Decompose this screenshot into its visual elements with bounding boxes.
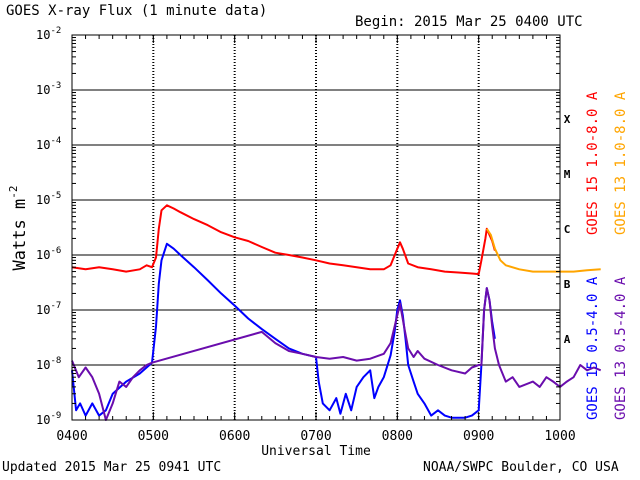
- y-tick-label: 10-5: [36, 191, 61, 207]
- y-tick-label: 10-4: [36, 136, 61, 152]
- y-tick-label: 10-3: [36, 81, 61, 97]
- y-axis-title-main: Watts m: [10, 199, 30, 271]
- x-tick-label: 0800: [382, 429, 413, 444]
- flare-class-label-b: B: [564, 278, 571, 291]
- legend-entry-2: GOES 13 1.0-8.0 A: [613, 91, 629, 235]
- y-axis-title: Watts m-2: [7, 186, 30, 271]
- series-line-1: [71, 204, 496, 276]
- y-tick-label: 10-2: [36, 26, 61, 42]
- updated-timestamp: Updated 2015 Mar 25 0941 UTC: [2, 460, 222, 475]
- source-credit: NOAA/SWPC Boulder, CO USA: [423, 460, 619, 475]
- flare-class-label-m: M: [564, 168, 571, 181]
- flare-class-label-c: C: [564, 223, 571, 236]
- legend-entry-4: GOES 13 0.5-4.0 A: [613, 276, 629, 420]
- chart-title: GOES X-ray Flux (1 minute data): [6, 3, 268, 19]
- flare-class-labels: A B C M X: [564, 113, 571, 346]
- x-tick-label: 0400: [56, 429, 87, 444]
- y-tick-label: 10-7: [36, 301, 61, 317]
- series-line-4: [71, 287, 602, 421]
- y-axis-title-exp: -2: [7, 186, 20, 199]
- legend: GOES 15 1.0-8.0 A GOES 13 1.0-8.0 A GOES 1…: [585, 91, 629, 420]
- begin-timestamp: Begin: 2015 Mar 25 0400 UTC: [355, 14, 583, 30]
- legend-entry-1: GOES 15 1.0-8.0 A: [585, 91, 601, 235]
- x-tick-label: 0500: [138, 429, 169, 444]
- x-axis-ticks: 0400 0500 0600 0700 0800 0900 1000: [56, 35, 576, 444]
- x-tick-label: 0700: [300, 429, 331, 444]
- y-tick-label: 10-6: [36, 246, 61, 262]
- y-tick-label: 10-9: [36, 411, 61, 427]
- flare-class-label-x: X: [564, 113, 571, 126]
- flare-class-label-a: A: [564, 333, 571, 346]
- y-tick-label: 10-8: [36, 356, 61, 372]
- series-line-2: [485, 228, 601, 273]
- x-axis-title: Universal Time: [261, 444, 371, 459]
- x-tick-label: 1000: [544, 429, 575, 444]
- x-tick-label: 0900: [463, 429, 494, 444]
- series-line-3: [71, 242, 496, 419]
- y-axis-ticks: 10-9 10-8 10-7 10-6 10-5 10-4 10-3 10-2: [36, 26, 560, 427]
- legend-entry-3: GOES 15 0.5-4.0 A: [585, 276, 601, 420]
- series-lines: [71, 204, 602, 421]
- x-tick-label: 0600: [219, 429, 250, 444]
